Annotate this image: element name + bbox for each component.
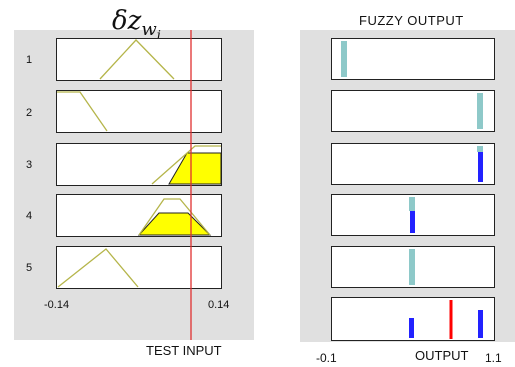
output-bar-3-teal (477, 146, 483, 152)
input-mf-triangle-5 (57, 248, 139, 288)
output-bar-4-fill (410, 211, 415, 233)
test-input-label: TEST INPUT (140, 343, 228, 360)
output-plot-2 (331, 90, 495, 132)
output-bar-4-teal (409, 197, 415, 211)
input-axis-min-label: -0.14 (44, 299, 70, 311)
fuzzy-output-title: FUZZY OUTPUT (359, 13, 464, 28)
rule-number-2: 2 (26, 107, 33, 119)
rule-number-5: 5 (26, 262, 33, 274)
input-membership-plot-1 (56, 38, 222, 81)
input-mf-shoulder-3 (151, 145, 221, 185)
input-mf-shoulder-2 (57, 91, 108, 132)
input-axis-max-label: 0.14 (208, 299, 230, 311)
rule-number-4: 4 (26, 210, 33, 222)
output-plot-3 (331, 143, 495, 185)
output-label: OUTPUT (412, 346, 472, 365)
output-panel-background (300, 30, 515, 342)
output-bar-5 (409, 249, 415, 285)
input-mf-fill-4 (137, 212, 212, 236)
input-mf-trapezoid-4 (138, 198, 211, 236)
output-plot-1 (331, 38, 495, 80)
output-axis-max-label: 1.1 (485, 351, 502, 365)
rule-number-1: 1 (26, 54, 33, 66)
output-bar-3-fill (478, 152, 483, 182)
input-mf-fill-3 (168, 152, 222, 185)
output-axis-min-label: -0.1 (316, 351, 337, 365)
input-mf-triangle-1 (99, 39, 175, 80)
output-bar-1 (341, 41, 347, 77)
output-bar-2 (477, 93, 483, 129)
aggregate-bar-right (478, 310, 483, 338)
rule-number-3: 3 (26, 159, 33, 171)
aggregate-bar-left (409, 318, 414, 338)
input-variable-title: δzwi (112, 6, 161, 44)
